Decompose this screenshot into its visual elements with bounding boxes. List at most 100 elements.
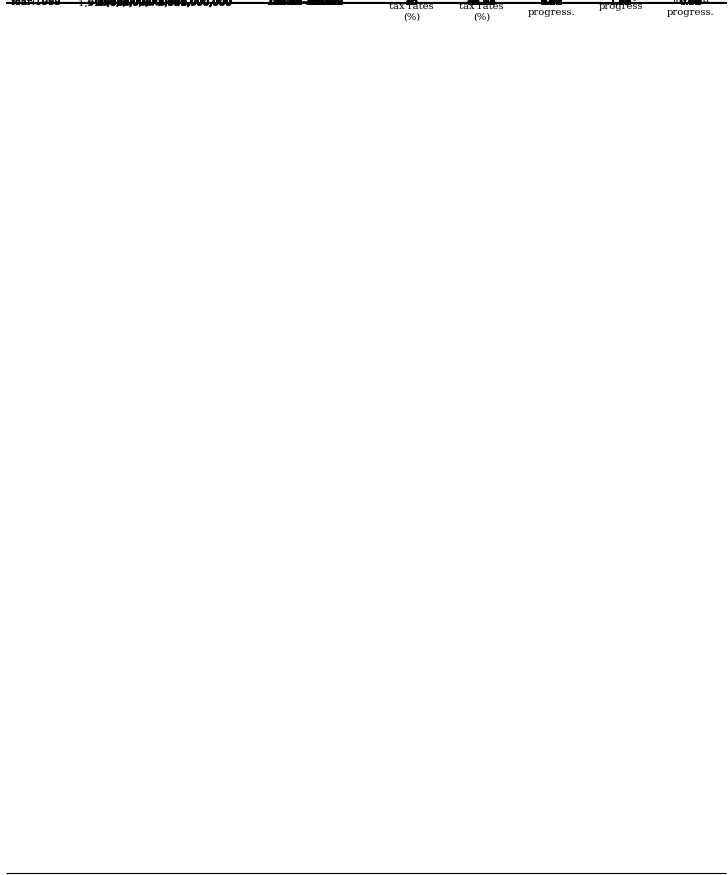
Text: 0.20: 0.20 bbox=[540, 0, 563, 7]
Text: 35.63: 35.63 bbox=[467, 0, 496, 7]
Text: 0.05: 0.05 bbox=[540, 0, 563, 7]
Text: 195.24 -390.48: 195.24 -390.48 bbox=[267, 0, 344, 7]
Text: 1.27: 1.27 bbox=[610, 0, 633, 6]
Text: 0.85: 0.85 bbox=[680, 0, 702, 6]
Text: -: - bbox=[550, 0, 553, 6]
Text: 35: 35 bbox=[405, 0, 418, 7]
Text: 205.46 -410.91: 205.46 -410.91 bbox=[267, 0, 344, 6]
Text: 35: 35 bbox=[405, 0, 418, 7]
Text: 0.00 -0.93: 0.00 -0.93 bbox=[280, 0, 331, 7]
Text: 0.00 -1.61: 0.00 -1.61 bbox=[280, 0, 331, 6]
Text: 0.84: 0.84 bbox=[680, 0, 702, 7]
Text: marginal
income
tax rates
(%): marginal income tax rates (%) bbox=[389, 0, 435, 22]
Text: 40.31: 40.31 bbox=[467, 0, 496, 7]
Text: 1.05: 1.05 bbox=[610, 0, 633, 7]
Text: 0.84: 0.84 bbox=[680, 0, 702, 7]
Text: 50: 50 bbox=[405, 0, 418, 7]
Text: 64,000,000 -128,000,000: 64,000,000 -128,000,000 bbox=[103, 0, 232, 7]
Text: 27.50: 27.50 bbox=[467, 0, 496, 6]
Text: 0.93: 0.93 bbox=[680, 0, 702, 7]
Text: 0.90: 0.90 bbox=[680, 0, 702, 7]
Text: 24,000,000 -48,000,000: 24,000,000 -48,000,000 bbox=[110, 0, 232, 7]
Text: 768,000,000 -1,536,000,000: 768,000,000 -1,536,000,000 bbox=[88, 0, 232, 7]
Text: 40: 40 bbox=[405, 0, 418, 6]
Text: 0.00: 0.00 bbox=[540, 0, 563, 7]
Text: 1.05: 1.05 bbox=[610, 0, 633, 7]
Text: 40.31: 40.31 bbox=[467, 0, 496, 7]
Text: 25: 25 bbox=[405, 0, 418, 7]
Text: 25.00: 25.00 bbox=[467, 0, 496, 7]
Text: 0.95: 0.95 bbox=[680, 0, 702, 7]
Text: 47.58: 47.58 bbox=[467, 0, 496, 7]
Text: 1.28: 1.28 bbox=[610, 0, 633, 7]
Text: 0.84: 0.84 bbox=[680, 0, 702, 7]
Text: 119.36 -238.72: 119.36 -238.72 bbox=[267, 0, 344, 7]
Text: 0 -3,000,000: 0 -3,000,000 bbox=[167, 0, 232, 6]
Text: 31.25: 31.25 bbox=[467, 0, 496, 7]
Text: 128,000,000 -256,000,000: 128,000,000 -256,000,000 bbox=[98, 0, 232, 7]
Text: 50: 50 bbox=[405, 0, 418, 7]
Text: 384,000,000 -768,000,000: 384,000,000 -768,000,000 bbox=[98, 0, 232, 7]
Text: 1.02: 1.02 bbox=[610, 0, 633, 7]
Text: 40: 40 bbox=[405, 0, 418, 7]
Text: 0.32: 0.32 bbox=[540, 0, 563, 7]
Text: 50: 50 bbox=[405, 0, 418, 6]
Text: 45: 45 bbox=[405, 0, 418, 7]
Text: 50: 50 bbox=[405, 0, 418, 7]
Text: 50: 50 bbox=[405, 0, 418, 6]
Text: 40,000,000 -80,000,000: 40,000,000 -80,000,000 bbox=[110, 0, 232, 7]
Text: 0 -8,000,000: 0 -8,000,000 bbox=[167, 0, 232, 7]
Text: 0.95: 0.95 bbox=[680, 0, 702, 6]
Text: 2.23: 2.23 bbox=[540, 0, 563, 7]
Text: 256,000,000 -512,000,000: 256,000,000 -512,000,000 bbox=[98, 0, 232, 7]
Text: 50: 50 bbox=[405, 0, 418, 6]
Text: 1.11: 1.11 bbox=[610, 0, 633, 7]
Text: 1.20: 1.20 bbox=[610, 0, 633, 7]
Text: average
rate
progress.: average rate progress. bbox=[528, 0, 575, 17]
Text: 4.48 -8.97: 4.48 -8.97 bbox=[280, 0, 331, 7]
Text: 40: 40 bbox=[405, 0, 418, 7]
Text: -: - bbox=[620, 0, 623, 7]
Text: 24.41 -48.81: 24.41 -48.81 bbox=[273, 0, 338, 7]
Text: 71.75 -143.50: 71.75 -143.50 bbox=[270, 0, 341, 7]
Text: 1.28: 1.28 bbox=[610, 0, 633, 7]
Text: 45: 45 bbox=[405, 0, 418, 6]
Text: 1.87 -3.73: 1.87 -3.73 bbox=[280, 0, 331, 7]
Text: Year:1990: Year:1990 bbox=[9, 0, 60, 7]
Text: -: - bbox=[620, 0, 623, 7]
Text: 0.00: 0.00 bbox=[540, 0, 563, 7]
Text: 45.16: 45.16 bbox=[467, 0, 496, 6]
Text: 45.16: 45.16 bbox=[467, 0, 496, 7]
Text: 1.02: 1.02 bbox=[610, 0, 633, 7]
Text: 40.31: 40.31 bbox=[467, 0, 496, 6]
Text: 512,000,000 -1,024,000,000: 512,000,000 -1,024,000,000 bbox=[87, 0, 232, 7]
Text: 0.37: 0.37 bbox=[540, 0, 563, 6]
Text: 0.38: 0.38 bbox=[540, 0, 563, 7]
Text: 0.63: 0.63 bbox=[540, 0, 563, 7]
Text: 0.91: 0.91 bbox=[680, 0, 702, 7]
Text: 59.68 -119.36: 59.68 -119.36 bbox=[270, 0, 341, 7]
Text: 12.84 -25.68: 12.84 -25.68 bbox=[274, 0, 337, 6]
Text: 49.39: 49.39 bbox=[467, 0, 496, 7]
Text: 0.87: 0.87 bbox=[680, 0, 702, 7]
Text: 47.58: 47.58 bbox=[467, 0, 496, 6]
Text: 1.28: 1.28 bbox=[610, 0, 633, 6]
Text: 6,000,000 -12,000,000: 6,000,000 -12,000,000 bbox=[116, 0, 232, 6]
Text: 40: 40 bbox=[405, 0, 418, 7]
Text: 96,000,000 -192,000,000: 96,000,000 -192,000,000 bbox=[104, 0, 232, 6]
Text: 640,000,000 -1,280,000,000: 640,000,000 -1,280,000,000 bbox=[87, 0, 232, 7]
Text: 45: 45 bbox=[405, 0, 418, 7]
Text: 0.01: 0.01 bbox=[540, 0, 563, 7]
Text: 1.56: 1.56 bbox=[540, 0, 563, 6]
Text: 320,000,000 -640,000,000: 320,000,000 -640,000,000 bbox=[98, 0, 232, 7]
Text: 0.02: 0.02 bbox=[540, 0, 563, 7]
Text: 0.72: 0.72 bbox=[540, 0, 563, 7]
Text: 50: 50 bbox=[405, 0, 418, 7]
Text: 1.24: 1.24 bbox=[610, 0, 633, 7]
Text: 1.05: 1.05 bbox=[610, 0, 633, 7]
Text: 1.17: 1.17 bbox=[540, 0, 563, 7]
Text: 1.61 -3.21: 1.61 -3.21 bbox=[280, 0, 331, 6]
Text: 12.20 -24.41: 12.20 -24.41 bbox=[273, 0, 338, 7]
Text: 48.81 -97.62: 48.81 -97.62 bbox=[274, 0, 337, 7]
Text: 0.93: 0.93 bbox=[680, 0, 702, 7]
